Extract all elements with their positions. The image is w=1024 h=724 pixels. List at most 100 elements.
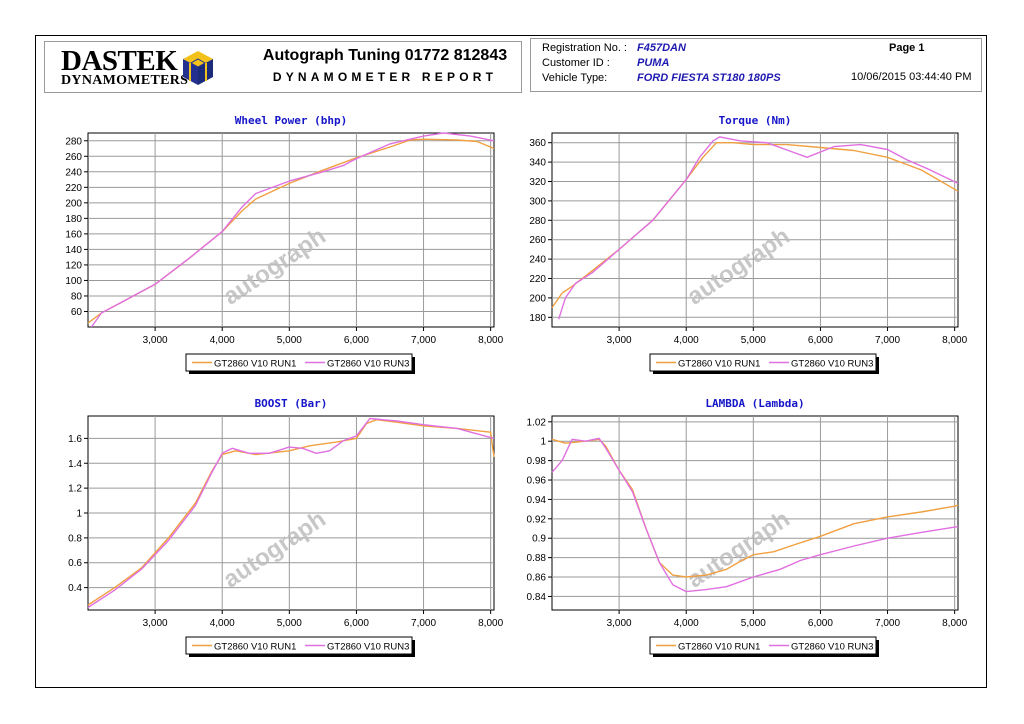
lambda-x-tick-label: 8,000 xyxy=(942,618,967,629)
lambda-y-tick-label: 1.02 xyxy=(527,417,547,428)
boost-legend-label: GT2860 V10 RUN3 xyxy=(327,642,409,653)
torque-chart-title: Torque (Nm) xyxy=(718,114,792,127)
power-x-tick-label: 8,000 xyxy=(478,335,503,346)
vehicle-value: FORD FIESTA ST180 180PS xyxy=(637,72,781,84)
boost-y-tick-label: 1.6 xyxy=(68,434,82,445)
lambda-legend-label: GT2860 V10 RUN1 xyxy=(678,642,760,653)
lambda-chart-title: LAMBDA (Lambda) xyxy=(705,397,805,410)
torque-legend-label: GT2860 V10 RUN1 xyxy=(678,359,760,370)
boost-series-line-run3 xyxy=(87,417,495,609)
power-y-tick-label: 220 xyxy=(65,183,82,194)
power-y-tick-label: 100 xyxy=(65,276,82,287)
registration-value: F457DAN xyxy=(637,42,686,54)
report-header: DASTEK DYNAMOMETERS Autograph Tuning 017… xyxy=(44,41,522,93)
vehicle-label: Vehicle Type: xyxy=(542,72,608,84)
report-title: Autograph Tuning 01772 812843 xyxy=(262,47,508,64)
boost-legend-label: GT2860 V10 RUN1 xyxy=(214,642,296,653)
boost-x-tick-label: 7,000 xyxy=(411,618,436,629)
report-page xyxy=(35,35,987,688)
power-y-tick-label: 140 xyxy=(65,245,82,256)
lambda-chart: 3,000 4,000 5,000 6,000 7,000 8,000 0.84 0.86 0.… xyxy=(527,415,968,657)
lambda-y-tick-label: 0.96 xyxy=(527,476,547,487)
torque-y-tick-label: 240 xyxy=(529,255,546,266)
brand-name: DASTEK xyxy=(61,45,178,77)
torque-x-tick-label: 3,000 xyxy=(607,335,632,346)
cube-logo-icon xyxy=(183,51,213,85)
power-y-tick-label: 180 xyxy=(65,214,82,225)
torque-y-tick-label: 360 xyxy=(529,138,546,149)
boost-y-tick-label: 1.2 xyxy=(68,484,82,495)
lambda-y-tick-label: 0.84 xyxy=(527,592,547,603)
torque-y-tick-label: 340 xyxy=(529,158,546,169)
torque-y-tick-label: 280 xyxy=(529,216,546,227)
boost-x-tick-label: 8,000 xyxy=(478,618,503,629)
lambda-legend xyxy=(649,636,877,655)
boost-y-tick-label: 1 xyxy=(76,509,82,520)
power-legend xyxy=(185,353,413,372)
lambda-plot-area xyxy=(551,415,959,611)
boost-chart: 3,000 4,000 5,000 6,000 7,000 8,000 0.4 0.6 0.8 1… xyxy=(68,415,504,657)
power-y-tick-label: 80 xyxy=(71,291,83,302)
torque-series-line-run1 xyxy=(551,142,959,309)
report-subtitle: DYNAMOMETER REPORT xyxy=(272,70,498,84)
torque-x-tick-label: 6,000 xyxy=(808,335,833,346)
customer-label: Customer ID : xyxy=(542,57,610,69)
torque-x-tick-label: 4,000 xyxy=(674,335,699,346)
torque-series-line-run3 xyxy=(558,136,959,320)
boost-x-tick-label: 5,000 xyxy=(277,618,302,629)
lambda-x-tick-label: 7,000 xyxy=(875,618,900,629)
lambda-y-tick-label: 0.88 xyxy=(527,553,547,564)
lambda-x-tick-label: 4,000 xyxy=(674,618,699,629)
torque-legend xyxy=(649,353,877,372)
power-legend-label: GT2860 V10 RUN3 xyxy=(327,359,409,370)
torque-x-tick-label: 7,000 xyxy=(875,335,900,346)
boost-x-tick-label: 6,000 xyxy=(344,618,369,629)
power-chart-title: Wheel Power (bhp) xyxy=(234,114,348,127)
boost-y-tick-label: 0.6 xyxy=(68,558,82,569)
torque-y-tick-label: 300 xyxy=(529,196,546,207)
power-series-line-run3 xyxy=(90,132,495,328)
power-y-tick-label: 120 xyxy=(65,260,82,271)
lambda-y-tick-label: 0.98 xyxy=(527,456,547,467)
torque-y-tick-label: 220 xyxy=(529,274,546,285)
power-y-tick-label: 200 xyxy=(65,198,82,209)
vehicle-info-box: Registration No. : F457DAN Customer ID :… xyxy=(530,38,982,92)
report-datetime: 10/06/2015 03:44:40 PM xyxy=(851,71,972,83)
torque-legend-label: GT2860 V10 RUN3 xyxy=(791,359,873,370)
torque-y-tick-label: 200 xyxy=(529,293,546,304)
power-y-tick-label: 60 xyxy=(71,307,83,318)
boost-chart-title: BOOST (Bar) xyxy=(254,397,328,410)
torque-y-tick-label: 180 xyxy=(529,313,546,324)
power-x-tick-label: 6,000 xyxy=(344,335,369,346)
lambda-series-line-run3 xyxy=(551,437,959,593)
power-x-tick-label: 3,000 xyxy=(143,335,168,346)
power-x-tick-label: 4,000 xyxy=(210,335,235,346)
torque-x-tick-label: 8,000 xyxy=(942,335,967,346)
power-y-tick-label: 160 xyxy=(65,229,82,240)
lambda-x-tick-label: 5,000 xyxy=(741,618,766,629)
power-y-tick-label: 280 xyxy=(65,136,82,147)
lambda-x-tick-label: 3,000 xyxy=(607,618,632,629)
lambda-y-tick-label: 0.9 xyxy=(532,534,546,545)
power-plot-area xyxy=(87,132,495,328)
boost-y-tick-label: 0.4 xyxy=(68,583,82,594)
lambda-y-tick-label: 0.94 xyxy=(527,495,547,506)
registration-label: Registration No. : xyxy=(542,42,627,54)
boost-y-tick-label: 1.4 xyxy=(68,459,82,470)
brand-subname: DYNAMOMETERS xyxy=(61,73,189,88)
lambda-y-tick-label: 0.92 xyxy=(527,514,547,525)
lambda-x-tick-label: 6,000 xyxy=(808,618,833,629)
power-y-tick-label: 240 xyxy=(65,167,82,178)
boost-x-tick-label: 3,000 xyxy=(143,618,168,629)
power-legend-label: GT2860 V10 RUN1 xyxy=(214,359,296,370)
torque-plot-area xyxy=(551,132,959,328)
boost-x-tick-label: 4,000 xyxy=(210,618,235,629)
power-x-tick-label: 7,000 xyxy=(411,335,436,346)
torque-y-tick-label: 320 xyxy=(529,177,546,188)
torque-chart: 3,000 4,000 5,000 6,000 7,000 8,000 180 200 220 2… xyxy=(529,132,968,374)
torque-x-tick-label: 5,000 xyxy=(741,335,766,346)
lambda-y-tick-label: 1 xyxy=(540,437,546,448)
boost-y-tick-label: 0.8 xyxy=(68,533,82,544)
power-y-tick-label: 260 xyxy=(65,152,82,163)
